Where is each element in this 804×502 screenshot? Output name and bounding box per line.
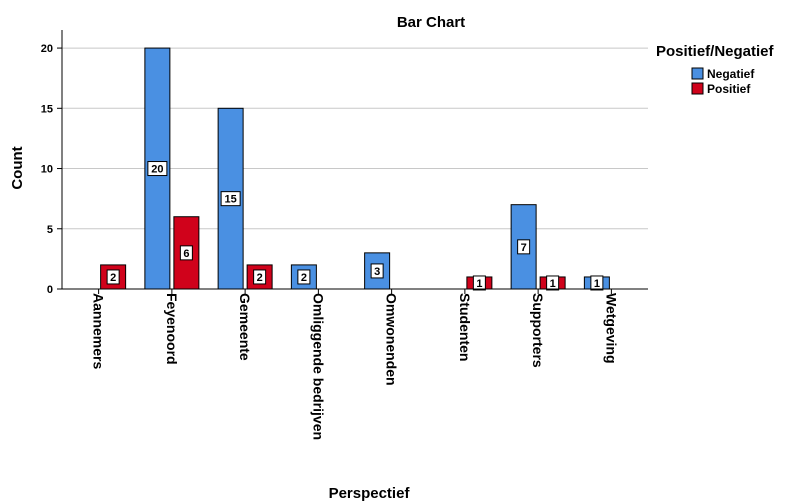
category-label-supporters: Supporters [530,293,546,368]
data-label: 1 [594,278,600,290]
y-tick-label: 10 [41,164,53,176]
data-label-box [546,275,560,291]
category-label-aannemers: Aannemers [91,293,107,369]
category-label-studenten: Studenten [457,293,473,361]
data-label: 6 [183,248,189,260]
data-label-box [370,263,384,279]
legend-label-negatief: Negatief [707,67,755,81]
legend-title: Positief/Negatief [656,43,775,60]
category-label-wetgeving: Wetgeving [603,293,619,364]
data-label: 3 [374,266,380,278]
y-tick-label: 0 [47,284,53,296]
data-label-box [147,161,168,177]
legend-swatch-positief [691,82,704,95]
data-label-box [472,275,486,291]
data-label-box [106,269,120,285]
data-label-box [590,275,604,291]
category-label-feyenoord: Feyenoord [164,293,180,365]
data-label-box [517,239,531,255]
y-tick-label: 20 [41,43,53,55]
bars: 2 20 6 15 2 2 3 1 7 1 1 [100,47,610,291]
data-label-box [179,245,193,261]
x-axis: Aannemers Feyenoord Gemeente Omliggende bed… [62,288,648,440]
y-axis: 0 5 10 15 20 [41,30,63,296]
legend-label-positief: Positief [707,82,751,96]
y-tick-label: 5 [47,224,53,236]
category-label-omwonenden: Omwonenden [384,293,400,386]
chart-title: Bar Chart [397,14,465,31]
data-label-box [297,269,311,285]
data-label: 20 [151,164,163,176]
legend-swatch-negatief [691,67,704,80]
data-label-box [220,191,241,207]
data-label: 2 [301,272,307,284]
category-label-omliggende-bedrijven: Omliggende bedrijven [310,293,326,440]
data-label: 2 [257,272,263,284]
x-axis-title: Perspectief [329,485,411,502]
data-label-box [253,269,267,285]
data-label: 2 [110,272,116,284]
data-label: 1 [550,278,556,290]
data-label: 1 [476,278,482,290]
y-tick-label: 15 [41,103,53,115]
y-axis-title: Count [9,146,26,189]
data-label: 15 [225,194,237,206]
category-label-gemeente: Gemeente [237,293,253,361]
data-label: 7 [521,242,527,254]
